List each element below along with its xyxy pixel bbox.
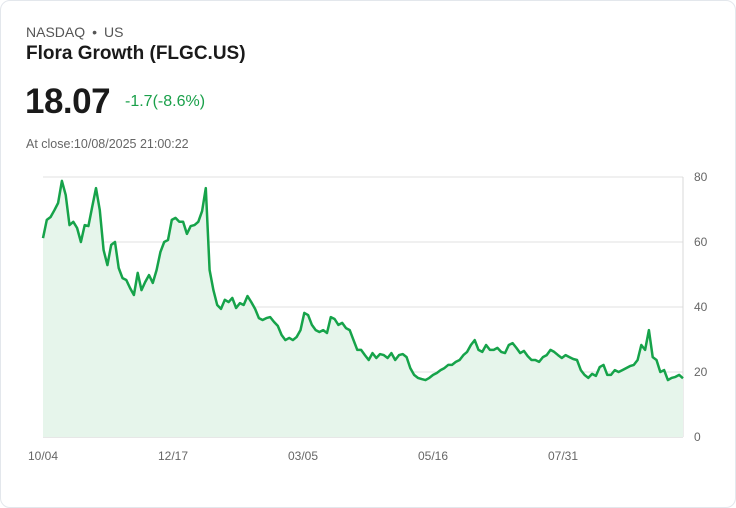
x-tick-label: 07/31 xyxy=(548,449,578,463)
region: US xyxy=(104,24,124,40)
price-line xyxy=(41,179,684,382)
y-tick-label: 0 xyxy=(694,430,701,444)
exchange-line: NASDAQ • US xyxy=(26,24,123,40)
y-tick-label: 80 xyxy=(694,170,708,184)
y-tick-label: 60 xyxy=(694,235,708,249)
x-tick-label: 05/16 xyxy=(418,449,448,463)
y-tick-label: 20 xyxy=(694,365,708,379)
price-area xyxy=(43,180,683,437)
exchange-name: NASDAQ xyxy=(26,24,86,40)
stock-title: Flora Growth (FLGC.US) xyxy=(26,43,246,64)
x-tick-label: 10/04 xyxy=(28,449,58,463)
separator: • xyxy=(92,24,98,40)
price-change: -1.7(-8.6%) xyxy=(125,93,206,110)
close-time: At close:10/08/2025 21:00:22 xyxy=(26,137,189,151)
x-tick-label: 12/17 xyxy=(158,449,188,463)
x-tick-label: 03/05 xyxy=(288,449,318,463)
current-price: 18.07 xyxy=(25,82,111,121)
y-tick-label: 40 xyxy=(694,300,708,314)
